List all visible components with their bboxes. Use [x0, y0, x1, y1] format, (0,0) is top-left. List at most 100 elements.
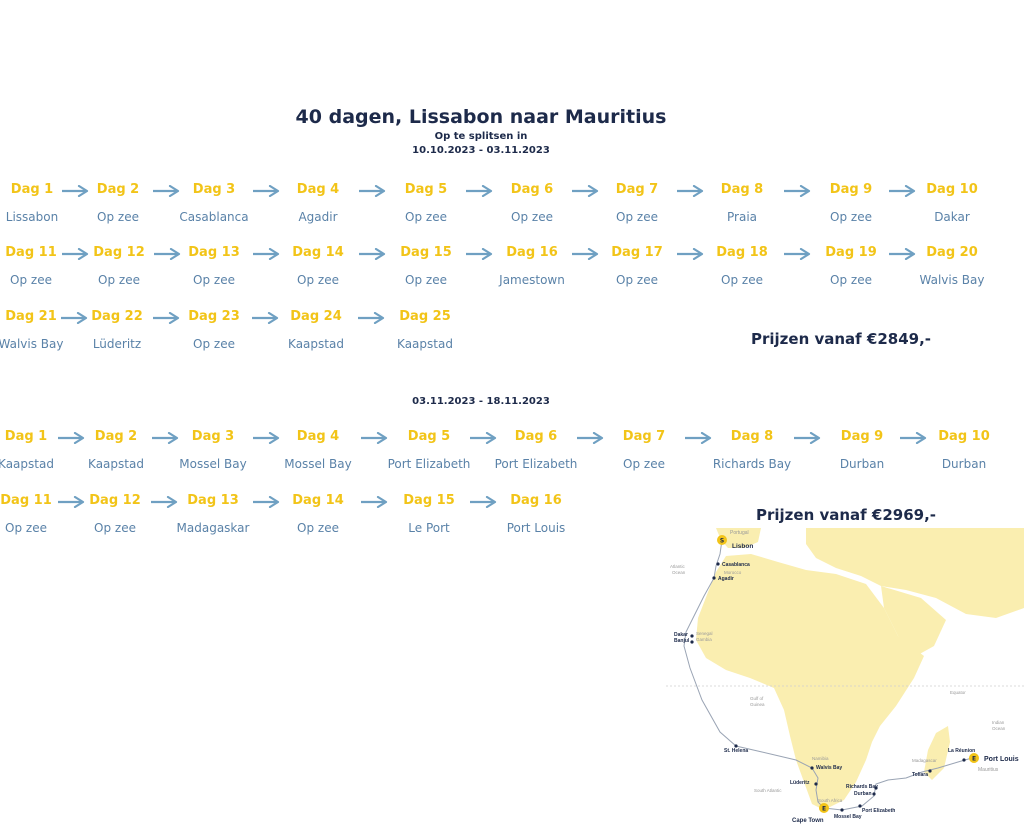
day-label: Dag 13: [188, 245, 240, 260]
location-label: Lüderitz: [92, 337, 142, 351]
map-label-agadir: Agadir: [718, 576, 734, 582]
page-title: 40 dagen, Lissabon naar Mauritius: [295, 106, 667, 128]
map-label-madagascar: Madagascar: [912, 758, 937, 763]
map-label-south-africa: South Africa: [818, 798, 843, 803]
day-label: Dag 8: [730, 429, 774, 444]
arrow-right-icon: [888, 185, 915, 197]
location-label: Kaapstad: [88, 457, 144, 471]
arrow-right-icon: [888, 248, 915, 260]
badge-end: E: [972, 756, 976, 763]
price-leg2: Prijzen vanaf €2969,-: [756, 506, 937, 524]
map-label-ocean: Ocean: [672, 570, 686, 575]
location-label: Op zee: [94, 521, 136, 535]
arrow-right-icon: [151, 432, 178, 444]
port-dot-reunion: [962, 758, 966, 762]
location-label: Mossel Bay: [284, 457, 352, 471]
day-label: Dag 4: [296, 429, 340, 444]
arrow-right-icon: [676, 248, 703, 260]
port-dot-lisbon: [717, 535, 727, 545]
location-label: Op zee: [97, 210, 139, 224]
arrow-right-icon: [900, 432, 927, 444]
location-label: Op zee: [405, 210, 447, 224]
port-dot-banjul: [690, 640, 694, 644]
map-label-port-louis: Port Louis: [984, 756, 1019, 763]
location-label: Op zee: [616, 210, 658, 224]
map-label-mauritius: Mauritius: [978, 767, 999, 773]
arrow-right-icon: [253, 185, 280, 197]
location-label: Op zee: [830, 273, 872, 287]
route-map: S E E Portugal Lisbon Casablanca Morocco…: [666, 528, 1024, 827]
port-dot-walvis: [810, 766, 814, 770]
day-label: Dag 16: [510, 493, 562, 508]
location-label: Madagaskar: [176, 521, 250, 535]
day-label: Dag 5: [407, 429, 451, 444]
arrow-right-icon: [577, 432, 604, 444]
map-label-reunion: La Réunion: [948, 748, 975, 754]
arrow-right-icon: [252, 496, 279, 508]
location-label: Op zee: [511, 210, 553, 224]
period-leg1: 10.10.2023 - 03.11.2023: [412, 145, 550, 156]
day-label: Dag 6: [514, 429, 558, 444]
day-label: Dag 11: [0, 493, 52, 508]
day-label: Dag 24: [290, 309, 342, 324]
port-dot-sthelena: [734, 744, 738, 748]
arrow-right-icon: [676, 185, 703, 197]
day-label: Dag 2: [96, 182, 140, 197]
day-label: Dag 10: [938, 429, 990, 444]
location-label: Op zee: [10, 273, 52, 287]
day-label: Dag 1: [4, 429, 48, 444]
day-label: Dag 12: [93, 245, 145, 260]
port-dot-agadir: [712, 576, 716, 580]
arrow-right-icon: [61, 312, 88, 324]
day-label: Dag 11: [5, 245, 57, 260]
location-label: Op zee: [721, 273, 763, 287]
map-land-iberia: [716, 528, 761, 548]
map-label-gambia: Gambia: [696, 637, 712, 642]
map-label-luderitz: Lüderitz: [790, 780, 810, 786]
arrow-right-icon: [357, 312, 384, 324]
port-dot-portlouis: [969, 753, 979, 763]
map-label-guinea: Guinea: [750, 702, 765, 707]
map-label-equator: Equator: [950, 690, 966, 695]
map-label-namibia: Namibia: [812, 756, 829, 761]
day-label: Dag 7: [622, 429, 666, 444]
location-label: Op zee: [193, 273, 235, 287]
location-label: Op zee: [623, 457, 665, 471]
arrow-right-icon: [62, 248, 89, 260]
port-dot-dakar: [690, 634, 694, 638]
arrow-right-icon: [571, 185, 598, 197]
arrow-right-icon: [359, 185, 386, 197]
location-label: Lissabon: [5, 210, 59, 224]
arrow-right-icon: [252, 312, 279, 324]
map-label-lisbon: Lisbon: [732, 543, 753, 550]
port-dot-luderitz: [814, 782, 818, 786]
arrow-right-icon: [783, 248, 810, 260]
location-label: Jamestown: [499, 273, 565, 287]
day-label: Dag 15: [403, 493, 455, 508]
map-label-south-atlantic: South Atlantic: [754, 788, 782, 793]
location-label: Op zee: [193, 337, 235, 351]
location-label: Port Elizabeth: [387, 457, 471, 471]
day-label: Dag 25: [399, 309, 451, 324]
arrow-right-icon: [253, 248, 280, 260]
day-label: Dag 18: [716, 245, 768, 260]
day-label: Dag 12: [89, 493, 141, 508]
map-label-dakar: Dakar: [674, 632, 688, 638]
location-label: Op zee: [616, 273, 658, 287]
day-label: Dag 3: [192, 182, 236, 197]
arrow-right-icon: [794, 432, 821, 444]
map-label-mossel: Mossel Bay: [834, 814, 862, 820]
day-label: Dag 23: [188, 309, 240, 324]
port-dot-toliara: [928, 769, 932, 773]
location-label: Op zee: [830, 210, 872, 224]
day-label: Dag 9: [840, 429, 884, 444]
day-label: Dag 6: [510, 182, 554, 197]
location-label: Durban: [941, 457, 987, 471]
map-label-banjul: Banjul: [674, 638, 690, 644]
day-label: Dag 19: [825, 245, 877, 260]
day-label: Dag 16: [506, 245, 558, 260]
arrow-right-icon: [252, 432, 279, 444]
arrow-right-icon: [360, 496, 387, 508]
location-label: Op zee: [297, 521, 339, 535]
arrow-right-icon: [152, 312, 179, 324]
